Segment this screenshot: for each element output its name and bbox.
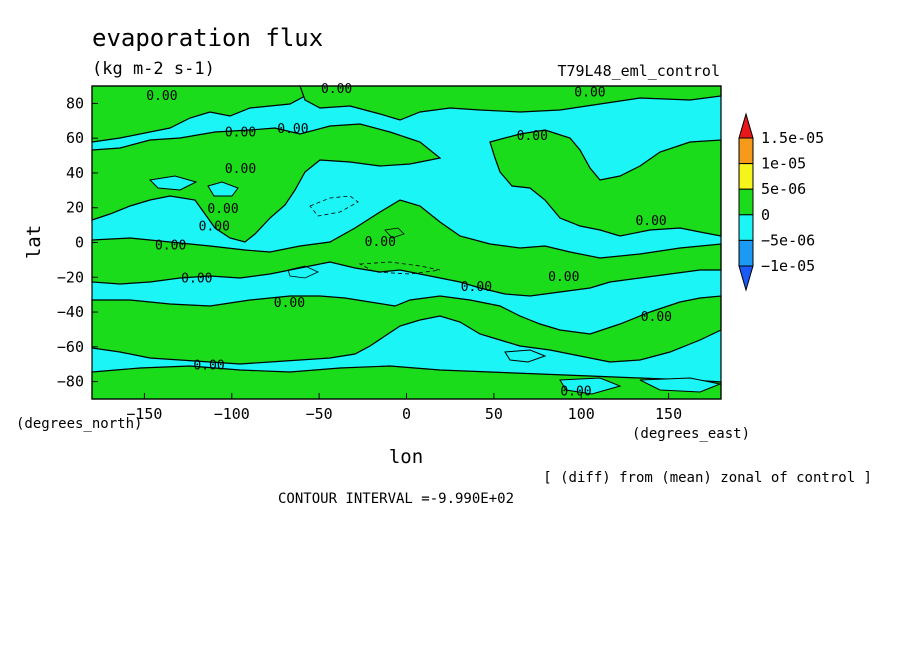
contour-label: 0.00	[560, 385, 591, 400]
contour-label: 0.00	[199, 219, 230, 234]
contour-label: 0.00	[548, 270, 579, 285]
positive-regions	[91, 85, 722, 400]
y-axis-label: lat	[23, 225, 45, 259]
contour-label: 0.00	[321, 82, 352, 97]
x-tick-label: −100	[214, 405, 250, 423]
y-tick-label: 40	[66, 164, 84, 182]
positive-region	[91, 295, 722, 365]
dashed-contour	[309, 195, 359, 217]
contour-label: 0.00	[193, 358, 224, 373]
colorbar: 1.5e-05 1e-05 5e-06 0 −5e-06 −1e-05	[738, 112, 824, 292]
contour-label: 0.00	[225, 125, 256, 140]
contour-label: 0.00	[574, 85, 605, 100]
colorbar-label: −1e-05	[761, 257, 815, 275]
y-tick-label: −20	[57, 268, 84, 286]
y-tick-label: 0	[75, 234, 84, 252]
contour-label: 0.00	[461, 280, 492, 295]
contour-label: 0.00	[207, 202, 238, 217]
negative-island	[207, 181, 239, 197]
colorbar-box	[738, 163, 754, 190]
x-tick-label: 0	[402, 405, 411, 423]
chart-units: (kg m-2 s-1)	[92, 59, 215, 79]
colorbar-label: −5e-06	[761, 231, 815, 249]
colorbar-box	[738, 188, 754, 216]
contour-label: 0.00	[635, 214, 666, 229]
dashed-contour	[358, 261, 441, 275]
x-axis-label: lon	[389, 446, 423, 468]
colorbar-box	[738, 239, 754, 267]
y-tick-label: −60	[57, 338, 84, 356]
colorbar-top-arrow	[738, 112, 754, 139]
contour-interval: CONTOUR INTERVAL =-9.990E+02	[278, 491, 514, 507]
x-tick-label: −150	[126, 405, 162, 423]
colorbar-box	[738, 214, 754, 241]
solid-contours	[287, 227, 405, 279]
plot-area: 0.00 0.00 0.00 0.00 0.00 0.00 0.00 0.00 0.00 0.00…	[91, 82, 722, 400]
x-tick-label: 50	[485, 405, 503, 423]
contour-label: 0.00	[225, 162, 256, 177]
colorbar-bottom-arrow	[738, 265, 754, 292]
comparison-note: [ (diff) from (mean) zonal of control ]	[543, 470, 872, 486]
x-axis-units: (degrees_east)	[632, 426, 750, 442]
solid-contour	[384, 227, 405, 239]
negative-island	[148, 175, 198, 191]
positive-region	[489, 129, 722, 237]
colorbar-label: 1e-05	[761, 155, 806, 173]
contour-label: 0.00	[146, 89, 177, 104]
contour-label: 0.00	[181, 271, 212, 286]
colorbar-label: 0	[761, 206, 770, 224]
contour-label: 0.00	[365, 235, 396, 250]
x-tick-label: −50	[306, 405, 333, 423]
y-tick-label: −80	[57, 373, 84, 391]
y-axis-units: (degrees_north)	[16, 416, 142, 432]
contour-label: 0.00	[277, 122, 308, 137]
negative-island	[504, 349, 547, 363]
positive-region	[91, 199, 722, 297]
y-axis-ticks: 80 60 40 20 0 −20 −40 −60 −80	[57, 94, 98, 391]
colorbar-box	[738, 137, 754, 165]
contour-label: 0.00	[155, 238, 186, 253]
x-tick-label: 150	[655, 405, 682, 423]
positive-region	[299, 85, 722, 121]
positive-region	[91, 123, 442, 243]
x-tick-label: 100	[568, 405, 595, 423]
negative-island	[639, 377, 722, 393]
contour-label: 0.00	[517, 129, 548, 144]
negative-islands	[148, 175, 722, 395]
y-tick-label: 60	[66, 129, 84, 147]
y-tick-label: 20	[66, 199, 84, 217]
negative-island	[559, 377, 622, 395]
dashed-contours	[309, 195, 441, 275]
colorbar-label: 5e-06	[761, 180, 806, 198]
contour-label: 0.00	[641, 310, 672, 325]
chart-title: evaporation flux	[92, 24, 323, 52]
colorbar-label: 1.5e-05	[761, 129, 824, 147]
experiment-name: T79L48_eml_control	[557, 62, 720, 80]
contour-label: 0.00	[274, 296, 305, 311]
y-tick-label: 80	[66, 94, 84, 112]
solid-contour	[287, 265, 319, 279]
x-axis-ticks: −150 −100 −50 0 50 100 150	[126, 393, 682, 423]
y-tick-label: −40	[57, 303, 84, 321]
